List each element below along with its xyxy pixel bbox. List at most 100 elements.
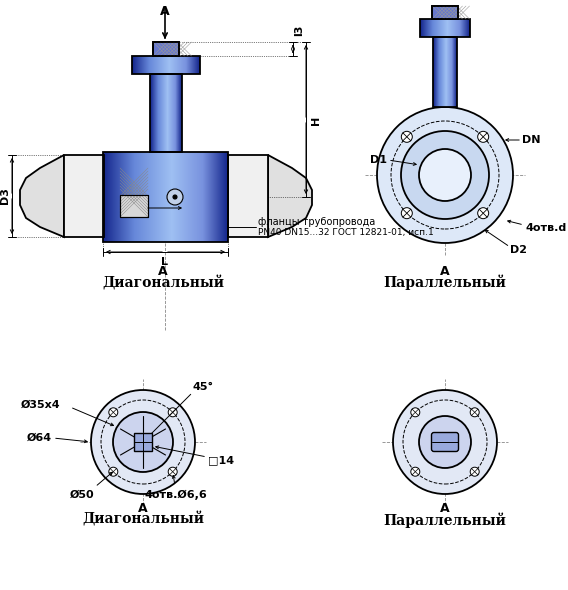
Bar — [448, 37, 449, 107]
Bar — [141, 152, 142, 242]
Bar — [425, 19, 426, 37]
Bar — [437, 19, 438, 37]
Bar — [143, 56, 144, 74]
Bar — [171, 56, 172, 74]
Bar — [113, 152, 114, 242]
Bar — [134, 433, 152, 451]
Bar — [104, 152, 105, 242]
Bar — [447, 19, 448, 37]
Bar — [122, 152, 123, 242]
Bar — [211, 152, 212, 242]
Bar — [148, 152, 149, 242]
Text: Ø50: Ø50 — [70, 490, 94, 500]
Bar — [145, 56, 146, 74]
Bar — [424, 19, 425, 37]
Bar — [462, 19, 463, 37]
Circle shape — [402, 132, 412, 142]
Bar — [133, 152, 134, 242]
Bar — [120, 195, 148, 217]
Bar — [433, 37, 434, 107]
Bar — [157, 56, 158, 74]
Bar — [198, 152, 199, 242]
Bar — [199, 152, 200, 242]
Bar — [126, 152, 127, 242]
Bar — [151, 74, 152, 152]
Bar — [112, 152, 113, 242]
Bar — [164, 74, 165, 152]
Bar — [158, 152, 159, 242]
Bar — [465, 19, 466, 37]
Bar — [178, 152, 179, 242]
Text: A: A — [440, 265, 450, 278]
Bar — [192, 152, 193, 242]
Bar — [421, 19, 422, 37]
Text: L: L — [161, 257, 169, 267]
Bar — [183, 152, 184, 242]
Bar — [151, 152, 152, 242]
Bar — [448, 19, 449, 37]
Bar — [210, 152, 211, 242]
Bar — [134, 152, 135, 242]
Text: 4отв.d: 4отв.d — [525, 223, 566, 233]
Bar — [191, 152, 192, 242]
Bar — [426, 19, 427, 37]
Bar — [420, 19, 421, 37]
Bar — [165, 152, 166, 242]
Bar — [136, 56, 137, 74]
Bar — [214, 152, 215, 242]
Text: D1: D1 — [370, 155, 387, 165]
Bar — [445, 19, 446, 37]
Bar — [153, 42, 179, 56]
Bar — [202, 152, 203, 242]
Bar — [434, 19, 435, 37]
Bar — [215, 152, 216, 242]
Polygon shape — [20, 155, 64, 237]
Bar — [170, 152, 171, 242]
Bar — [163, 56, 164, 74]
Bar — [150, 56, 151, 74]
Circle shape — [91, 390, 195, 494]
Bar — [220, 152, 221, 242]
Bar — [107, 152, 108, 242]
Bar — [440, 19, 441, 37]
Bar — [432, 19, 433, 37]
Bar — [223, 152, 224, 242]
Bar — [443, 19, 444, 37]
Bar — [432, 6, 458, 19]
Bar — [200, 152, 201, 242]
Bar — [194, 56, 195, 74]
Bar — [140, 56, 141, 74]
Circle shape — [411, 408, 420, 417]
Bar — [188, 152, 189, 242]
Bar — [109, 152, 110, 242]
Bar — [183, 56, 184, 74]
Bar — [163, 152, 164, 242]
Bar — [116, 152, 117, 242]
Bar — [154, 56, 155, 74]
Bar — [189, 56, 190, 74]
Bar — [458, 19, 459, 37]
Bar — [140, 152, 141, 242]
Bar — [128, 152, 129, 242]
Bar — [191, 56, 192, 74]
Bar — [103, 152, 228, 242]
Bar — [436, 37, 437, 107]
Bar — [195, 56, 196, 74]
Bar — [182, 56, 183, 74]
Bar — [437, 37, 438, 107]
Text: □14: □14 — [208, 455, 234, 465]
Bar — [152, 74, 153, 152]
Bar — [176, 56, 177, 74]
Bar — [181, 56, 182, 74]
Bar — [149, 56, 150, 74]
Bar — [467, 19, 468, 37]
Bar — [136, 152, 137, 242]
Bar — [179, 74, 180, 152]
Bar — [175, 152, 176, 242]
Bar — [457, 19, 458, 37]
Bar — [135, 152, 136, 242]
Circle shape — [168, 467, 177, 476]
Bar — [190, 56, 191, 74]
Bar — [156, 152, 157, 242]
Bar — [427, 19, 428, 37]
